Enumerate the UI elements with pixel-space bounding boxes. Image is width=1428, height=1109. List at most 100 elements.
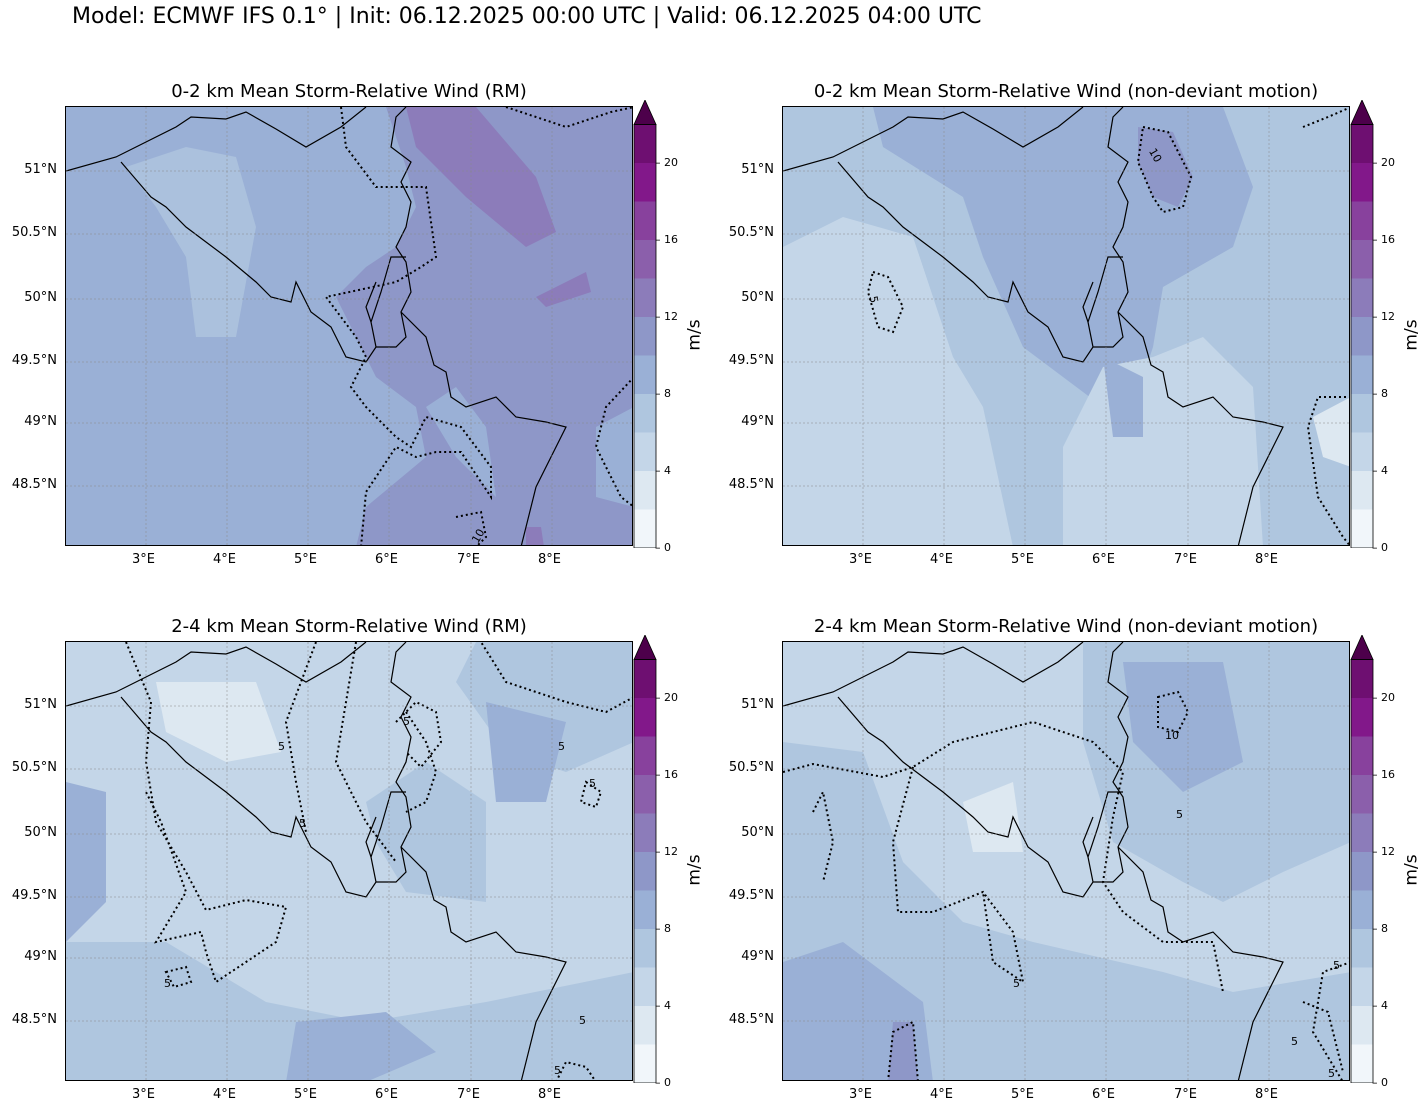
- lat-tick-label: 48.5°N: [728, 477, 774, 492]
- colorbar-extend-arrow: [1350, 99, 1374, 125]
- colorbar-tick-label: – 0: [655, 541, 671, 554]
- lat-tick-label: 51°N: [24, 697, 57, 712]
- colorbar-bin: [634, 1006, 656, 1045]
- colorbar-bin: [1351, 1044, 1373, 1083]
- colorbar-tick-label: – 4: [1372, 999, 1388, 1012]
- colorbar-tick-label: – 20: [1372, 156, 1395, 169]
- lat-tick-label: 51°N: [741, 697, 774, 712]
- colorbar-bin: [1351, 775, 1373, 814]
- colorbar-tick-label: – 8: [655, 387, 671, 400]
- colorbar-tick-label: – 12: [655, 845, 678, 858]
- colorbar-bin: [1351, 124, 1373, 163]
- country-borders: [66, 107, 567, 545]
- lon-tick-label: 8°E: [538, 1087, 561, 1102]
- lon-tick-label: 4°E: [930, 552, 953, 567]
- lat-tick-label: 49.5°N: [728, 888, 774, 903]
- panel-2-4km-rm: 2-4 km Mean Storm-Relative Wind (RM): [12, 616, 705, 1102]
- contour-label: 10: [1165, 729, 1179, 742]
- lat-tick-label: 50.5°N: [11, 225, 57, 240]
- panel-title: 0-2 km Mean Storm-Relative Wind (non-dev…: [813, 81, 1319, 102]
- lat-tick-label: 49°N: [741, 949, 774, 964]
- colorbar-bin: [634, 278, 656, 317]
- contour-label: 5: [1333, 959, 1340, 972]
- lat-tick-label: 48.5°N: [728, 1012, 774, 1027]
- panel-title: 2-4 km Mean Storm-Relative Wind (RM): [171, 616, 527, 637]
- contour-label: 5: [1176, 808, 1183, 821]
- contour-label: 5: [1013, 977, 1020, 990]
- colorbar-tick-label: – 20: [655, 691, 678, 704]
- colorbar-tick-label: – 8: [1372, 922, 1388, 935]
- colorbar-bin: [634, 929, 656, 968]
- gridlines: [66, 642, 632, 1080]
- contour-label: 5: [1328, 1067, 1335, 1080]
- lat-tick-label: 48.5°N: [11, 477, 57, 492]
- contour-label: 5: [278, 740, 285, 753]
- lat-tick-label: 49°N: [24, 414, 57, 429]
- colorbar-bin: [1351, 201, 1373, 240]
- colorbar-bin: [634, 509, 656, 548]
- colorbar-bin: [1351, 890, 1373, 929]
- contour-label: 5: [1291, 1035, 1298, 1048]
- colorbar: – 0 – 4 – 8 – 12 – 16 – 20 m/s: [1350, 99, 1422, 554]
- colorbar-bin: [1351, 240, 1373, 279]
- lon-tick-label: 6°E: [1092, 552, 1115, 567]
- colorbar: – 0 – 4 – 8 – 12 – 16 – 20 m/s: [1350, 634, 1422, 1089]
- lat-tick-label: 50°N: [741, 290, 774, 305]
- lat-tick-label: 50.5°N: [728, 225, 774, 240]
- colorbar-bin: [634, 659, 656, 698]
- lat-tick-label: 51°N: [741, 162, 774, 177]
- colorbar-tick-label: – 16: [655, 233, 678, 246]
- panel-title: 2-4 km Mean Storm-Relative Wind (non-dev…: [813, 616, 1319, 637]
- lon-tick-label: 6°E: [375, 1087, 398, 1102]
- colorbar-bin: [634, 736, 656, 775]
- colorbar-bin: [1351, 394, 1373, 433]
- colorbar-bin: [1351, 929, 1373, 968]
- lat-tick-label: 49.5°N: [11, 353, 57, 368]
- contour-label: 5: [403, 715, 410, 728]
- colorbar-tick-label: – 0: [655, 1076, 671, 1089]
- colorbar-tick-label: – 16: [655, 768, 678, 781]
- colorbar-bin: [634, 124, 656, 163]
- gridlines: [783, 107, 1349, 545]
- contour-lines: [866, 107, 1349, 545]
- colorbar-bin: [1351, 355, 1373, 394]
- lon-tick-label: 4°E: [213, 1087, 236, 1102]
- colorbar-bin: [634, 852, 656, 891]
- colorbar-extend-arrow: [633, 99, 657, 125]
- lon-tick-label: 5°E: [1011, 1087, 1034, 1102]
- colorbar-tick-label: – 4: [655, 999, 671, 1012]
- lon-tick-label: 7°E: [457, 1087, 480, 1102]
- colorbar-unit-label: m/s: [684, 854, 705, 886]
- colorbar-bin: [634, 698, 656, 737]
- colorbar-bin: [634, 775, 656, 814]
- lon-tick-label: 7°E: [457, 552, 480, 567]
- lat-tick-label: 48.5°N: [11, 1012, 57, 1027]
- contour-label: 10: [469, 527, 487, 546]
- lon-tick-label: 5°E: [294, 1087, 317, 1102]
- contour-label: 5: [558, 740, 565, 753]
- map-area: 5 5 5 5 5 5 5 5: [65, 641, 633, 1081]
- colorbar-bin: [1351, 967, 1373, 1006]
- colorbar-tick-label: – 16: [1372, 233, 1395, 246]
- lon-tick-label: 3°E: [132, 1087, 155, 1102]
- map-area: 10: [65, 106, 633, 546]
- contour-lines: [783, 690, 1349, 1080]
- colorbar-bin: [1351, 1006, 1373, 1045]
- colorbar: – 0 – 4 – 8 – 12 – 16 – 20 m/s: [633, 99, 705, 554]
- lon-tick-label: 6°E: [1092, 1087, 1115, 1102]
- panel-2-4km-nondeviant: 2-4 km Mean Storm-Relative Wind (non-dev…: [729, 616, 1422, 1102]
- colorbar-bin: [634, 967, 656, 1006]
- colorbar-extend-arrow: [1350, 634, 1374, 660]
- panel-0-2km-rm: 0-2 km Mean Storm-Relative Wind (RM) 10 …: [12, 81, 705, 567]
- figure-title: Model: ECMWF IFS 0.1° | Init: 06.12.2025…: [72, 4, 982, 29]
- colorbar-tick-label: – 8: [655, 922, 671, 935]
- contour-label: 5: [164, 977, 171, 990]
- colorbar-tick-label: – 4: [655, 464, 671, 477]
- colorbar-bin: [1351, 163, 1373, 202]
- lat-tick-label: 50°N: [24, 290, 57, 305]
- lat-tick-label: 50°N: [741, 825, 774, 840]
- contour-label: 10: [1146, 146, 1164, 165]
- colorbar-bin: [634, 394, 656, 433]
- lat-tick-label: 50.5°N: [11, 760, 57, 775]
- colorbar-unit-label: m/s: [1401, 854, 1422, 886]
